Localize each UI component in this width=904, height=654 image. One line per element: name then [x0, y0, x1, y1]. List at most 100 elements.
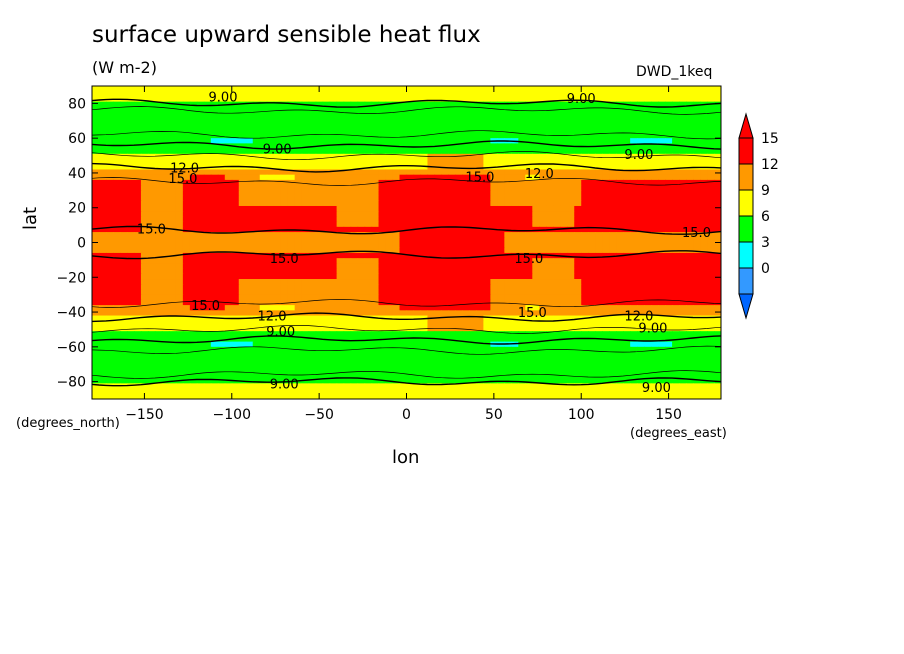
contour-cell [679, 127, 687, 134]
contour-cell [483, 132, 491, 139]
contour-cell [357, 258, 366, 264]
contour-cell [581, 221, 589, 228]
contour-cell [679, 174, 687, 181]
contour-cell [385, 357, 394, 364]
contour-cell [224, 252, 233, 259]
contour-cell [707, 279, 715, 285]
contour-cell [308, 232, 317, 238]
contour-cell [560, 232, 568, 238]
contour-cell [287, 117, 296, 124]
contour-cell [476, 310, 484, 317]
contour-cell [238, 237, 247, 244]
contour-cell [686, 315, 694, 322]
contour-cell [630, 106, 638, 113]
contour-cell [511, 331, 519, 337]
contour-cell [427, 268, 436, 275]
contour-cell [651, 341, 659, 348]
contour-cell [280, 117, 289, 124]
contour-cell [378, 346, 387, 353]
contour-cell [364, 352, 373, 358]
contour-cell [175, 200, 184, 207]
contour-cell [154, 127, 163, 134]
contour-cell [658, 289, 666, 296]
contour-cell [630, 237, 638, 244]
contour-cell [322, 367, 331, 374]
contour-cell [539, 252, 547, 259]
contour-cell [588, 159, 596, 165]
contour-cell [525, 247, 533, 254]
contour-cell [92, 310, 100, 317]
contour-cell [595, 352, 603, 358]
contour-cell [287, 86, 296, 92]
contour-cell [413, 169, 422, 176]
contour-cell [147, 132, 156, 139]
contour-cell [539, 190, 547, 197]
contour-cell [105, 122, 114, 129]
contour-cell [92, 232, 100, 238]
contour-cell [588, 117, 596, 124]
contour-cell [700, 159, 708, 165]
contour-cell [483, 179, 491, 186]
contour-cell [126, 117, 135, 124]
contour-cell [441, 190, 450, 197]
contour-cell [630, 331, 638, 337]
contour-cell [595, 237, 603, 244]
contour-cell [231, 346, 240, 353]
contour-cell [392, 174, 401, 181]
contour-cell [273, 169, 282, 176]
contour-cell [294, 195, 303, 202]
contour-cell [399, 185, 408, 191]
contour-cell [630, 310, 638, 317]
contour-cell [644, 362, 652, 369]
contour-cell [280, 185, 289, 191]
contour-cell [364, 185, 373, 191]
contour-cell [469, 226, 477, 233]
contour-cell [630, 132, 638, 139]
contour-cell [476, 153, 484, 160]
contour-cell [126, 341, 135, 348]
contour-cell [602, 153, 610, 160]
contour-cell [336, 357, 345, 364]
contour-cell [427, 106, 436, 113]
contour-cell [252, 320, 261, 327]
contour-cell [92, 336, 100, 343]
contour-cell [126, 86, 135, 92]
contour-cell [497, 153, 505, 160]
contour-cell [217, 169, 226, 176]
contour-cell [595, 159, 603, 165]
contour-cell [224, 169, 233, 176]
contour-cell [252, 86, 261, 92]
contour-cell [252, 101, 261, 108]
contour-cell [483, 226, 491, 233]
contour-cell [462, 185, 470, 191]
contour-cell [623, 221, 631, 228]
contour-cell [371, 185, 380, 191]
contour-cell [357, 242, 366, 249]
contour-cell [168, 122, 177, 129]
contour-cell [560, 101, 568, 108]
contour-cell [245, 132, 254, 139]
contour-cell [259, 284, 268, 291]
contour-cell [434, 226, 443, 233]
contour-cell [616, 122, 624, 129]
contour-cell [539, 331, 547, 337]
contour-cell [427, 346, 436, 353]
contour-cell [378, 132, 387, 139]
contour-cell [196, 367, 205, 374]
contour-cell [490, 305, 498, 311]
contour-cell [511, 86, 519, 92]
contour-cell [476, 247, 484, 254]
contour-cell [707, 132, 715, 139]
contour-cell [273, 273, 282, 280]
contour-cell [252, 200, 261, 207]
contour-cell [630, 211, 638, 218]
contour-cell [133, 346, 142, 353]
contour-cell [399, 315, 408, 322]
contour-cell [518, 205, 526, 212]
contour-cell [560, 310, 568, 317]
contour-cell [609, 320, 617, 327]
contour-cell [574, 174, 582, 181]
contour-cell [441, 258, 450, 264]
contour-cell [658, 247, 666, 254]
contour-cell [644, 310, 652, 317]
